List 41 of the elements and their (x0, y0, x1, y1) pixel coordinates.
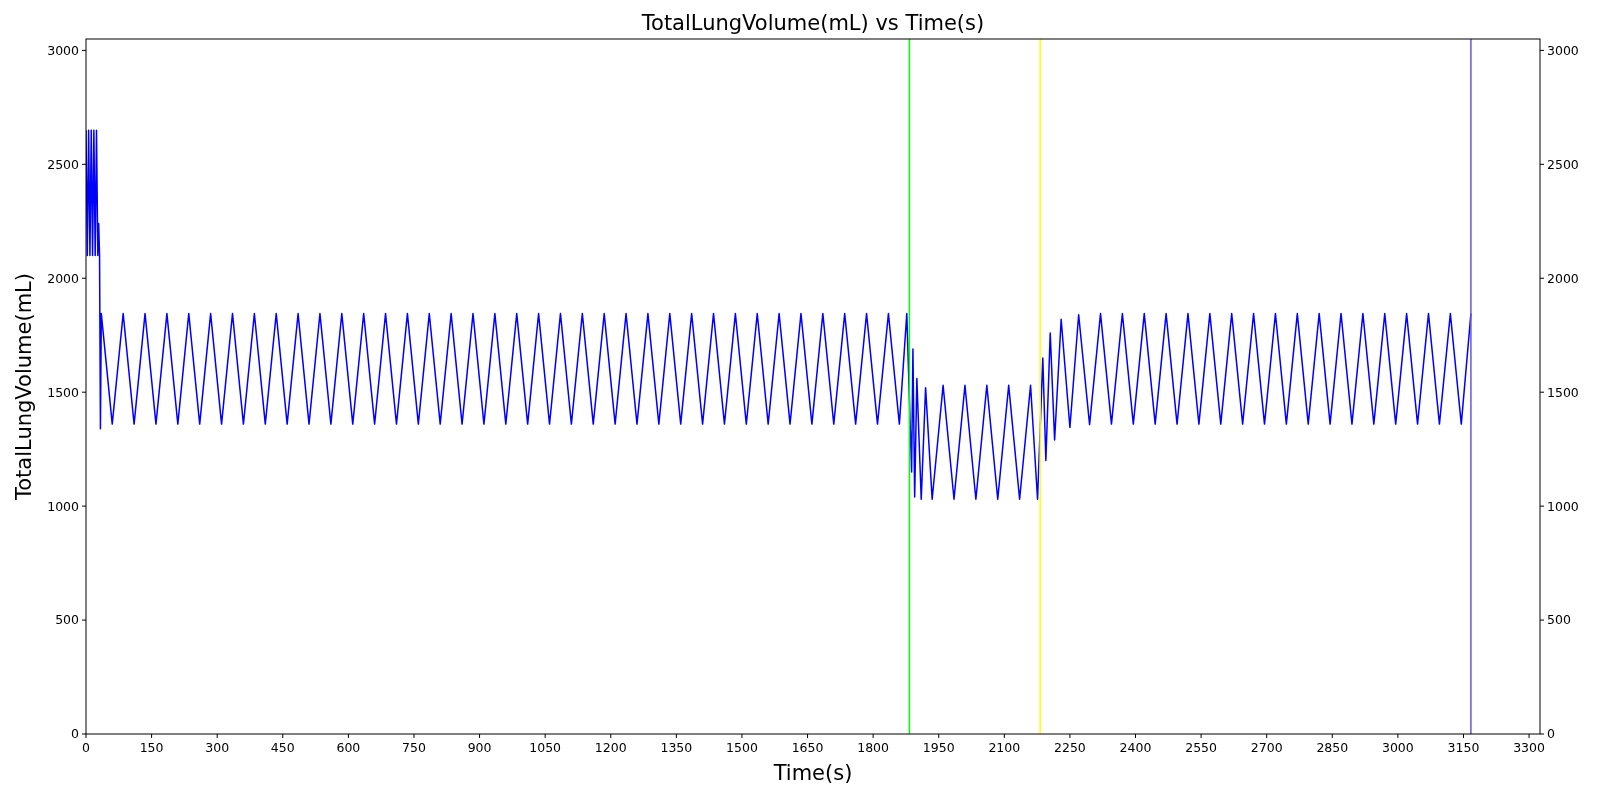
y2-tick-label: 500 (1547, 612, 1571, 628)
chart-title: TotalLungVolume(mL) vs Time(s) (640, 11, 985, 35)
y-tick-label: 2500 (47, 156, 80, 172)
x-tick-label: 3000 (1381, 740, 1414, 755)
x-tick-label: 2550 (1185, 740, 1218, 755)
x-tick-label: 1650 (791, 740, 824, 755)
x-tick-label: 300 (205, 740, 230, 755)
x-tick-label: 1800 (857, 740, 890, 755)
x-tick-label: 1200 (594, 740, 627, 755)
x-tick-label: 2100 (988, 740, 1021, 755)
y-tick-label: 1500 (47, 384, 80, 400)
y2-tick-label: 1000 (1547, 498, 1579, 514)
y-tick-label: 3000 (47, 42, 80, 58)
x-tick-label: 1350 (660, 740, 693, 755)
y-tick-label: 2000 (47, 270, 80, 286)
y-tick-label: 1000 (47, 498, 80, 514)
y-tick-label: 0 (71, 726, 80, 742)
x-tick-label: 3150 (1447, 740, 1480, 755)
line-series (86, 129, 1472, 501)
y2-tick-label: 1500 (1547, 384, 1579, 400)
x-axis-title: Time(s) (772, 761, 853, 785)
x-tick-label: 750 (402, 740, 426, 755)
y2-tick-label: 2500 (1547, 156, 1579, 172)
x-tick-label: 450 (270, 740, 295, 755)
x-tick-label: 600 (336, 740, 361, 755)
x-tick-label: 2850 (1316, 740, 1349, 755)
y2-tick-label: 3000 (1547, 42, 1579, 58)
y-axis-title: TotalLungVolume(mL) (12, 273, 36, 501)
y-tick-label: 500 (55, 612, 80, 628)
x-tick-label: 2400 (1119, 740, 1152, 755)
x-tick-label: 1500 (726, 740, 758, 755)
x-tick-label: 1950 (922, 740, 955, 755)
x-tick-label: 150 (139, 740, 164, 755)
y2-tick-label: 2000 (1547, 270, 1579, 286)
y2-tick-label: 0 (1547, 726, 1555, 742)
x-tick-label: 900 (467, 740, 492, 755)
x-tick-label: 1050 (529, 740, 562, 755)
x-tick-label: 3300 (1513, 740, 1546, 755)
x-tick-label: 2700 (1250, 740, 1283, 755)
x-tick-label: 2250 (1054, 740, 1086, 755)
x-tick-label: 0 (82, 740, 91, 755)
